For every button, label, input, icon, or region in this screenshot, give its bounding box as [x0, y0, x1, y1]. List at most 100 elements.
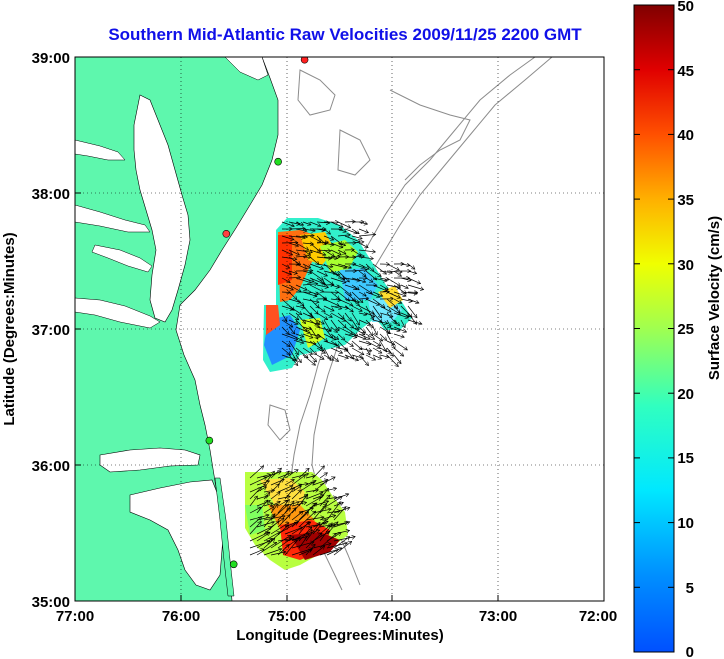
- grid-lines: [75, 57, 604, 601]
- velocity-arrow: [295, 256, 307, 257]
- velocity-arrow: [319, 524, 335, 528]
- velocity-arrow: [393, 347, 404, 356]
- velocity-arrow: [330, 285, 339, 288]
- velocity-arrow: [288, 333, 302, 340]
- velocity-arrow: [288, 340, 298, 355]
- radar-station-marker: [229, 560, 238, 569]
- velocity-arrow: [351, 277, 366, 282]
- velocity-arrow: [333, 508, 350, 514]
- chart-title: Southern Mid-Atlantic Raw Velocities 200…: [108, 25, 582, 44]
- velocity-arrow: [393, 319, 400, 326]
- chesapeake-bay: [133, 94, 191, 323]
- velocity-arrow: [249, 466, 264, 479]
- velocity-arrow: [309, 333, 321, 337]
- velocity-arrow: [302, 333, 313, 338]
- velocity-arrow: [288, 249, 299, 255]
- velocity-arrow: [305, 503, 317, 514]
- velocity-arrow: [263, 507, 274, 514]
- radar-station-marker: [300, 57, 309, 64]
- velocity-arrow: [326, 497, 337, 499]
- velocity-arrow: [281, 333, 298, 340]
- velocity-arrow: [365, 326, 373, 336]
- velocity-arrow: [302, 298, 319, 302]
- map-area[interactable]: [75, 56, 604, 601]
- velocity-arrow: [323, 305, 334, 311]
- velocity-arrow: [326, 511, 340, 513]
- velocity-arrow: [323, 326, 333, 338]
- velocity-arrow: [326, 522, 338, 535]
- velocity-arrow: [256, 532, 270, 542]
- velocity-arrow: [281, 326, 289, 335]
- velocity-arrow: [281, 263, 290, 268]
- velocity-arrow: [284, 487, 295, 500]
- velocity-arrow: [351, 228, 359, 234]
- velocity-arrow: [393, 305, 400, 313]
- velocity-arrow: [344, 305, 353, 312]
- velocity-arrow: [365, 347, 370, 355]
- velocity-arrow: [386, 319, 391, 327]
- velocity-arrow: [379, 278, 389, 280]
- velocity-arrow: [372, 347, 382, 353]
- velocity-arrow: [291, 512, 309, 528]
- velocity-arrow: [351, 284, 359, 290]
- velocity-arrow: [330, 354, 339, 361]
- velocity-arrow: [305, 517, 324, 521]
- velocity-arrow: [358, 347, 372, 351]
- velocity-arrow: [386, 312, 396, 324]
- velocity-arrow: [316, 222, 330, 223]
- velocity-arrow: [302, 327, 311, 329]
- velocity-arrow: [323, 249, 335, 257]
- albemarle-sound: [99, 447, 201, 473]
- y-tick-labels: 39:00 38:00 37:00 36:00 35:00: [32, 50, 70, 611]
- velocity-arrow: [316, 250, 331, 251]
- velocity-arrow: [284, 469, 298, 479]
- velocity-arrow: [302, 221, 311, 225]
- velocity-arrow: [302, 243, 314, 244]
- velocity-arrow: [358, 326, 366, 333]
- velocity-arrow: [270, 504, 289, 521]
- velocity-arrow: [323, 333, 336, 340]
- velocity-arrow: [365, 291, 380, 297]
- velocity-arrow: [358, 228, 368, 233]
- velocity-arrow: [358, 284, 372, 294]
- velocity-arrow: [316, 319, 324, 324]
- velocity-arrow: [365, 354, 376, 360]
- velocity-arrow: [256, 500, 268, 514]
- colorbar: 0 5 10 15 20 25 30 35 40 45 50 Surface V…: [633, 0, 723, 659]
- velocity-arrow: [351, 298, 359, 306]
- velocity-arrow: [309, 263, 323, 269]
- velocity-arrow: [358, 257, 373, 259]
- velocity-arrow: [256, 527, 272, 535]
- velocity-arrow: [344, 326, 358, 336]
- velocity-arrow: [358, 291, 366, 296]
- velocity-arrow: [277, 521, 298, 535]
- velocity-arrow: [351, 242, 364, 243]
- x-tick-label: 75:00: [268, 608, 306, 625]
- velocity-arrow: [305, 497, 321, 507]
- velocity-arrow: [400, 298, 412, 302]
- velocity-arrow: [351, 305, 362, 311]
- velocity-arrow: [333, 530, 350, 535]
- velocity-arrow: [326, 532, 341, 542]
- x-tick-label: 72:00: [579, 608, 617, 625]
- velocity-arrow: [263, 549, 282, 556]
- colorbar-tick-label: 40: [677, 127, 694, 144]
- velocity-arrow: [309, 312, 320, 325]
- velocity-arrow: [298, 521, 309, 535]
- velocity-arrow: [379, 333, 387, 340]
- velocity-arrow: [291, 486, 301, 493]
- velocity-arrow: [302, 347, 312, 354]
- velocity-arrow: [284, 540, 297, 549]
- velocity-arrow: [309, 256, 319, 265]
- velocity-arrow: [358, 333, 370, 339]
- velocity-arrow: [295, 242, 309, 250]
- velocity-arrow: [298, 527, 312, 542]
- velocity-arrow: [281, 347, 290, 355]
- velocity-arrow: [319, 524, 332, 542]
- velocity-arrow: [316, 284, 328, 287]
- velocity-arrow: [256, 542, 277, 556]
- velocity-arrow: [298, 508, 314, 514]
- velocity-arrow: [379, 355, 389, 357]
- velocity-arrow: [358, 313, 367, 315]
- velocity-arrow: [379, 347, 391, 353]
